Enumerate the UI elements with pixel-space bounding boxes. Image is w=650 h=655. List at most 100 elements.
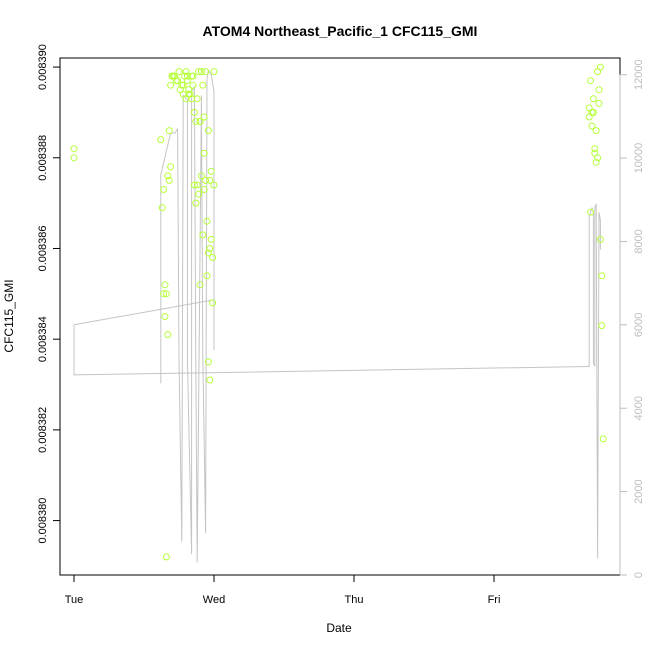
chart-title: ATOM4 Northeast_Pacific_1 CFC115_GMI xyxy=(203,23,478,39)
data-point xyxy=(158,204,166,212)
x-axis-label: Date xyxy=(326,621,352,635)
data-point xyxy=(167,81,175,89)
data-point xyxy=(207,235,215,243)
data-point xyxy=(587,77,595,85)
data-point xyxy=(209,254,217,261)
x-tick-label: Tue xyxy=(65,594,84,606)
data-point xyxy=(598,322,606,330)
data-point xyxy=(596,63,604,71)
data-point xyxy=(192,199,200,207)
data-point xyxy=(588,122,596,130)
data-point xyxy=(160,290,168,298)
data-point xyxy=(195,190,203,198)
y-tick-label: 0.008388 xyxy=(37,135,49,181)
x-tick-label: Wed xyxy=(203,594,225,606)
data-point xyxy=(592,158,600,166)
y-tick-label: 0.008380 xyxy=(37,498,49,544)
data-point xyxy=(209,299,217,307)
data-point xyxy=(204,127,212,135)
data-point xyxy=(189,81,197,89)
data-point xyxy=(190,181,198,189)
depth-line xyxy=(73,203,601,559)
data-point xyxy=(210,181,218,189)
data-point xyxy=(192,118,200,125)
data-point xyxy=(162,290,170,298)
x-axis: Tue Wed Thu Fri xyxy=(65,574,501,606)
data-point xyxy=(202,68,210,76)
data-point xyxy=(185,86,193,94)
y-tick-label: 0.008382 xyxy=(37,407,49,453)
y2-tick-label: 0 xyxy=(633,572,645,578)
data-point xyxy=(202,176,210,184)
data-point xyxy=(196,281,204,289)
data-point xyxy=(195,68,203,76)
data-point xyxy=(204,358,212,366)
data-point xyxy=(199,81,207,89)
data-point xyxy=(599,435,607,443)
data-point xyxy=(595,86,603,94)
y2-tick-label: 4000 xyxy=(633,396,645,420)
data-point xyxy=(596,235,604,243)
y-axis-label: CFC115_GMI xyxy=(2,279,16,352)
data-point xyxy=(200,186,208,193)
data-point xyxy=(164,172,172,180)
y-tick-label: 0.008390 xyxy=(37,44,49,90)
data-point xyxy=(161,313,169,320)
point-series-group xyxy=(70,63,607,561)
data-point xyxy=(196,118,204,125)
x-tick-label: Fri xyxy=(488,594,501,606)
data-point xyxy=(197,68,205,76)
y2-tick-label: 12000 xyxy=(633,59,645,90)
data-point xyxy=(589,95,597,103)
data-point xyxy=(179,81,187,89)
data-point xyxy=(157,136,165,144)
data-point xyxy=(190,108,198,116)
y2-tick-label: 8000 xyxy=(633,229,645,253)
data-point xyxy=(186,90,194,98)
data-point xyxy=(183,77,191,85)
line-series-group xyxy=(73,69,601,563)
y-axis-right: 0 2000 4000 6000 8000 10000 12000 xyxy=(619,59,645,578)
data-point xyxy=(592,127,600,135)
data-point xyxy=(174,77,182,85)
data-point xyxy=(160,186,168,193)
data-point xyxy=(589,108,597,116)
data-point xyxy=(182,68,190,76)
data-point xyxy=(595,99,603,107)
data-point xyxy=(199,231,207,239)
data-point xyxy=(167,163,175,171)
data-point xyxy=(193,181,201,189)
y-tick-label: 0.008384 xyxy=(37,316,49,362)
y2-tick-label: 6000 xyxy=(633,313,645,337)
plot-area-frame xyxy=(59,57,621,576)
y2-tick-label: 2000 xyxy=(633,479,645,503)
data-point xyxy=(165,127,173,135)
data-point xyxy=(204,249,212,257)
data-point xyxy=(210,68,218,76)
data-point xyxy=(206,376,214,384)
data-point xyxy=(161,281,169,289)
x-tick-label: Thu xyxy=(345,594,364,606)
data-point xyxy=(200,149,208,157)
data-point xyxy=(200,113,208,121)
data-point xyxy=(175,68,183,76)
data-point xyxy=(203,272,211,280)
data-point xyxy=(164,331,172,339)
y-tick-label: 0.008386 xyxy=(37,226,49,272)
depth-line xyxy=(160,69,215,563)
data-point xyxy=(70,145,78,153)
data-point xyxy=(165,176,173,184)
data-point xyxy=(591,145,599,153)
data-point xyxy=(594,154,602,162)
y-axis-left: 0.008380 0.008382 0.008384 0.008386 0.008388… xyxy=(37,44,61,544)
data-point xyxy=(197,172,205,180)
data-point xyxy=(206,176,214,184)
data-point xyxy=(70,154,78,162)
depth-line xyxy=(73,299,215,326)
data-point xyxy=(587,208,595,216)
data-point xyxy=(206,245,214,252)
y2-tick-label: 10000 xyxy=(633,143,645,174)
data-point xyxy=(203,217,211,225)
data-point xyxy=(193,95,201,103)
